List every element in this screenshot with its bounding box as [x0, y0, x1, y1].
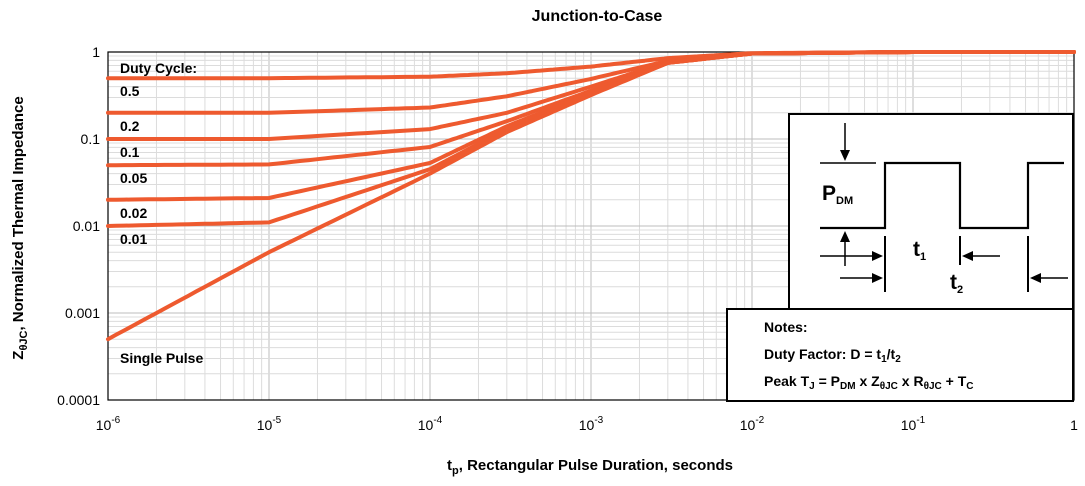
notes-peak-temp: Peak TJ = PDM x ZθJC x RθJC + TC — [764, 373, 974, 392]
y-tick-labels: 1 0.1 0.01 0.001 0.0001 — [57, 44, 100, 408]
y-tick-label: 0.001 — [65, 305, 100, 321]
legend-title: Duty Cycle: — [120, 60, 197, 76]
chart-title: Junction-to-Case — [532, 8, 663, 25]
x-tick-label: 1 — [1070, 417, 1078, 433]
t2-label: t2 — [950, 271, 963, 296]
y-axis-label: ZθJC, Normalized Thermal Impedance — [10, 96, 30, 359]
pdm-label: PDM — [822, 182, 853, 207]
x-tick-label: 10-2 — [740, 415, 765, 433]
curve-label-0.01: 0.01 — [120, 231, 147, 247]
arrowhead-left-t2 — [1030, 273, 1041, 283]
pulse-inset: PDM t1 t2 — [788, 113, 1074, 310]
curve-label-0.2: 0.2 — [120, 118, 140, 134]
y-tick-label: 0.0001 — [57, 392, 100, 408]
curve-label-single-pulse: Single Pulse — [120, 350, 203, 366]
arrowhead-right-t2 — [872, 273, 883, 283]
x-tick-label: 10-3 — [579, 415, 604, 433]
inset-frame — [788, 113, 1074, 310]
arrowhead-up — [840, 231, 850, 242]
curve-label-0.1: 0.1 — [120, 144, 140, 160]
pulse-waveform — [820, 161, 1064, 230]
x-tick-label: 10-6 — [96, 415, 121, 433]
y-tick-label: 0.1 — [81, 131, 101, 147]
x-axis-label: tp, Rectangular Pulse Duration, seconds — [447, 457, 733, 477]
notes-duty-factor: Duty Factor: D = t1/t2 — [764, 346, 901, 365]
curve-label-0.02: 0.02 — [120, 205, 147, 221]
series-line-single-pulse — [106, 50, 1076, 342]
arrowhead-right-t1 — [872, 251, 883, 261]
curve-labels: Duty Cycle: 0.5 0.2 0.1 0.05 0.02 0.01 Single P… — [120, 60, 203, 366]
y-tick-label: 0.01 — [73, 218, 100, 234]
t1-label: t1 — [913, 238, 926, 263]
curves — [106, 50, 1076, 342]
notes-heading: Notes: — [764, 319, 808, 335]
y-tick-label: 1 — [92, 44, 100, 60]
notes-frame — [726, 308, 1074, 402]
arrowhead-left-t1 — [962, 251, 973, 261]
x-tick-labels: 10-6 10-5 10-4 10-3 10-2 10-1 1 — [96, 415, 1078, 433]
arrowhead-down — [840, 150, 850, 161]
curve-label-0.05: 0.05 — [120, 170, 147, 186]
x-tick-label: 10-4 — [418, 415, 443, 433]
notes-box: Notes: Duty Factor: D = t1/t2 Peak TJ = … — [726, 308, 1074, 402]
x-tick-label: 10-1 — [901, 415, 926, 433]
curve-label-0.5: 0.5 — [120, 83, 140, 99]
x-tick-label: 10-5 — [257, 415, 282, 433]
